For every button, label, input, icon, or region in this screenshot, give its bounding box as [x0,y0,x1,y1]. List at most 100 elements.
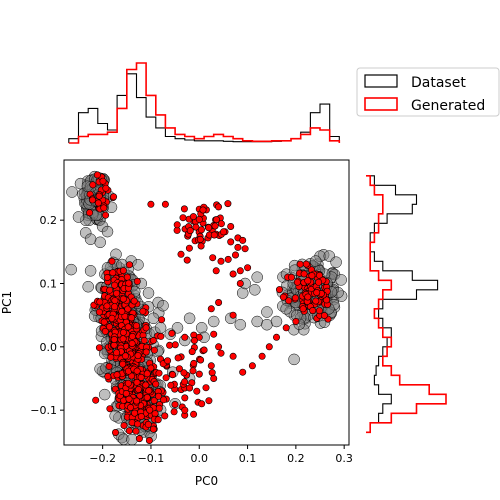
generated-point [113,349,121,357]
generated-point [236,267,244,275]
generated-point [170,408,178,416]
generated-point [111,281,119,289]
scatter-frame [63,159,350,446]
generated-point [124,379,132,387]
generated-point [140,336,148,344]
dataset-point [66,186,78,198]
generated-point [89,196,97,204]
generated-point [202,384,210,392]
generated-point [190,359,198,367]
generated-point [185,244,193,252]
generated-point [189,213,197,221]
generated-point [190,336,198,344]
dataset-point [132,259,144,271]
scatter-points [65,170,348,446]
dataset-point [288,353,300,366]
generated-point [181,378,189,386]
dataset-point [94,236,106,249]
generated-point [110,193,118,201]
generated-point [167,381,175,389]
generated-point [130,297,138,305]
generated-point [124,305,132,313]
generated-point [296,260,304,268]
generated-point [198,226,206,234]
generated-point [224,200,232,208]
generated-point [315,271,323,279]
generated-point [142,348,150,356]
generated-point [215,203,223,211]
generated-point [211,222,219,230]
generated-point [119,295,127,303]
generated-point [195,370,203,378]
generated-point [144,420,152,428]
generated-point [150,397,158,405]
generated-point [179,214,187,222]
generated-point [244,264,252,272]
generated-point [109,269,117,277]
legend: Dataset Generated [356,67,500,117]
dataset-point [109,410,121,422]
generated-point [100,204,108,212]
generated-point [150,346,158,354]
generated-point [104,372,112,380]
generated-point [207,362,215,370]
generated-point [96,298,104,306]
generated-point [94,199,102,207]
y-tick-label: −0.1 [30,404,57,417]
generated-point [309,307,317,315]
generated-point [99,177,107,185]
generated-point [304,293,312,301]
generated-point [171,400,179,408]
generated-point [189,367,197,375]
generated-point [315,278,323,286]
dataset-point [65,263,77,276]
generated-point [258,352,266,360]
legend-swatch-generated [364,97,398,111]
legend-box [356,67,500,117]
dataset-point [261,306,273,318]
generated-point [145,436,153,444]
generated-point [212,267,220,275]
generated-point [108,257,116,265]
generated-point [146,406,154,414]
generated-point [160,396,168,404]
dataset-point [147,312,160,325]
generated-point [315,307,323,315]
generated-point [134,420,142,428]
generated-point [86,209,94,217]
generated-point [106,323,114,331]
y-tick-label: 0.0 [40,341,58,354]
generated-point [106,286,114,294]
dataset-point [251,315,263,328]
generated-point [119,360,127,368]
generated-point [287,273,295,281]
dataset-point [251,271,263,283]
generated-point [215,343,223,351]
generated-point [113,371,121,379]
dataset-point [234,318,247,331]
generated-point [100,318,108,326]
generated-point [89,181,97,189]
generated-point [302,260,310,268]
dataset-point [82,280,94,293]
dataset-point [280,303,292,315]
generated-point [308,272,316,280]
generated-point [312,297,320,305]
generated-point [161,412,169,420]
generated-point [177,250,185,258]
generated-point [162,374,170,382]
generated-point [199,206,207,214]
dataset-point [195,322,208,334]
generated-point [239,236,247,244]
generated-point [112,428,120,436]
generated-point [193,387,201,395]
generated-point [139,307,147,315]
generated-point [133,277,141,285]
generated-point [272,333,280,341]
generated-point [135,435,143,443]
generated-point [132,427,140,435]
dataset-point [84,233,97,245]
generated-point [196,235,204,243]
y-tick-label: 0.2 [40,214,58,227]
generated-point [143,393,151,401]
